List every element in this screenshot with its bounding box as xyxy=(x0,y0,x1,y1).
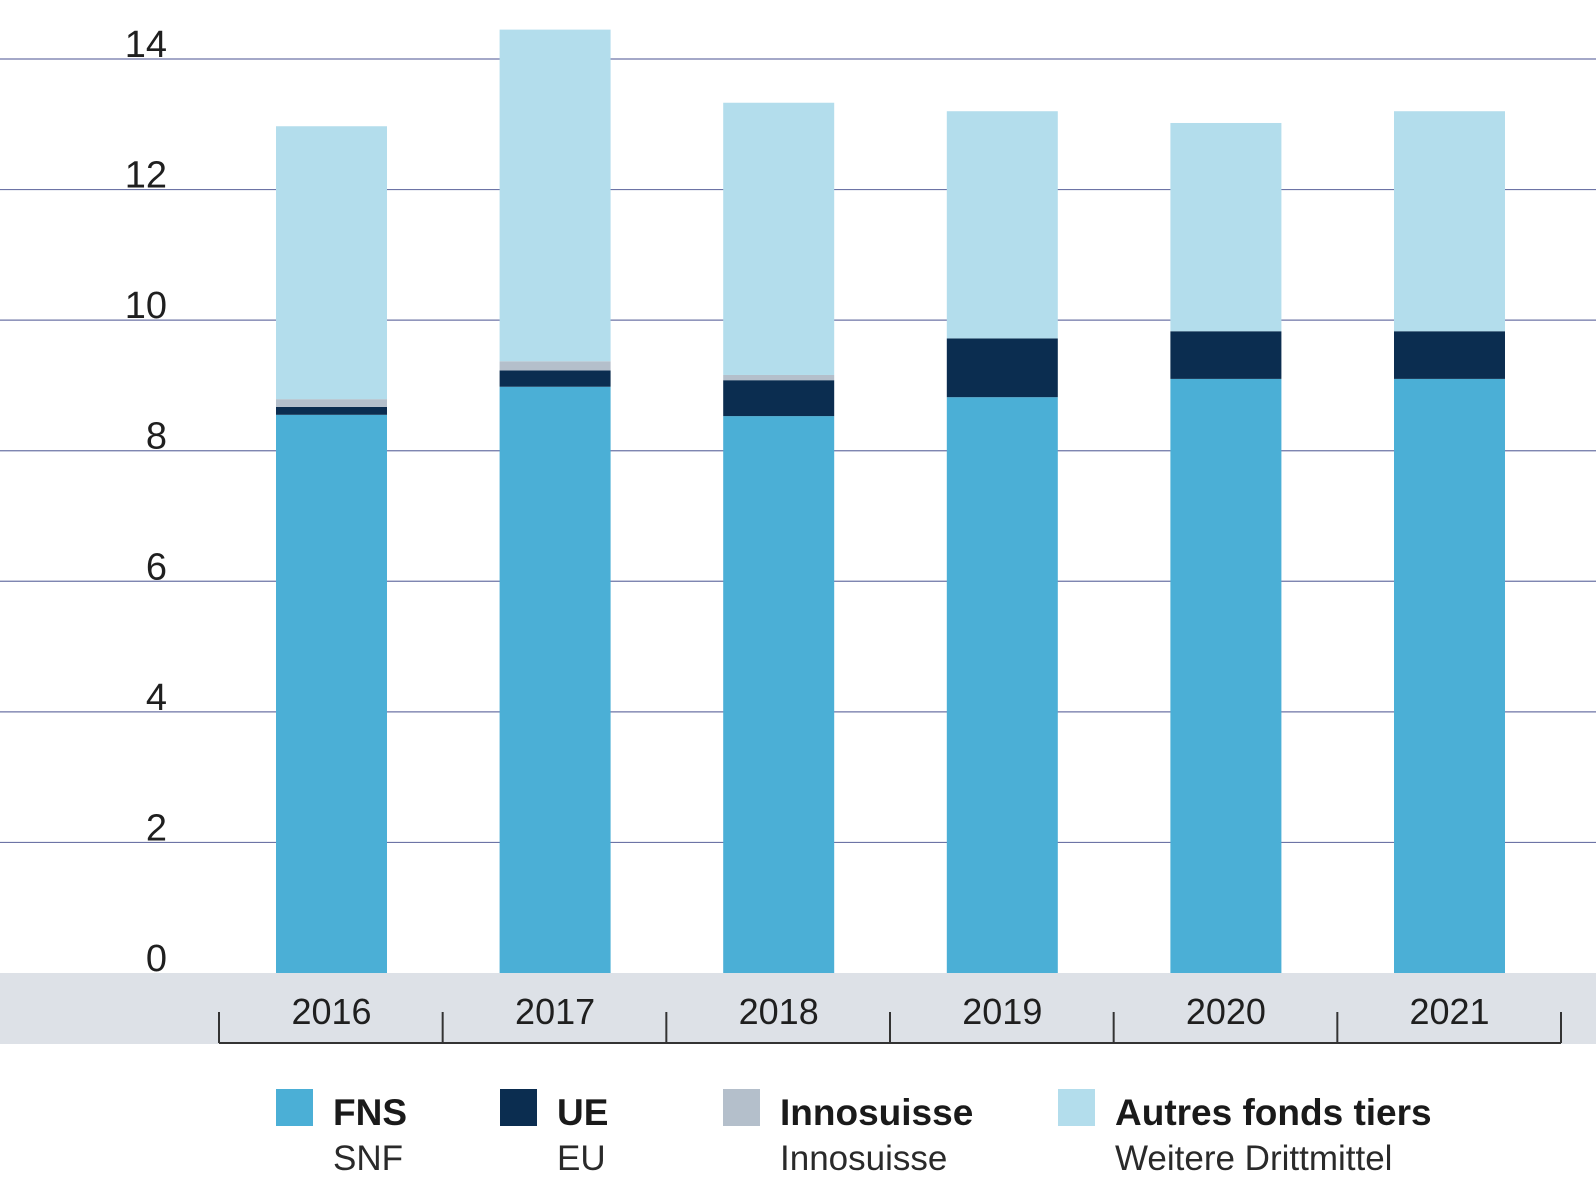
legend-sublabel: EU xyxy=(557,1139,606,1178)
x-tick-label-2018: 2018 xyxy=(739,991,819,1032)
x-tick-label-2017: 2017 xyxy=(515,991,595,1032)
y-tick-label-4: 4 xyxy=(146,677,167,719)
legend-sublabel: Innosuisse xyxy=(780,1139,947,1178)
bar-2016-fns xyxy=(276,414,387,973)
bar-2021-autres-fonds-tiers xyxy=(1394,111,1505,332)
legend-item-innosuisse: Innosuisse Innosuisse xyxy=(723,1089,973,1178)
y-tick-label-6: 6 xyxy=(146,546,167,588)
bar-2019-ue xyxy=(946,338,1058,398)
y-axis: 0 2 4 6 8 10 12 14 xyxy=(125,24,167,980)
y-tick-label-14: 14 xyxy=(125,24,167,66)
legend-label: Innosuisse xyxy=(780,1092,973,1133)
bar-2017-fns xyxy=(499,386,611,974)
bar-2016-ue xyxy=(276,406,387,415)
x-tick-label-2016: 2016 xyxy=(291,991,371,1032)
legend-item-ue: UE EU xyxy=(500,1089,608,1178)
bar-2018-ue xyxy=(723,380,835,417)
bar-2016-autres-fonds-tiers xyxy=(276,126,387,400)
y-tick-label-2: 2 xyxy=(146,807,167,849)
x-tick-label-2019: 2019 xyxy=(962,991,1042,1032)
legend-sublabel: Weitere Drittmittel xyxy=(1115,1139,1392,1178)
bars xyxy=(276,29,1505,974)
y-tick-label-8: 8 xyxy=(146,416,167,458)
legend-swatch xyxy=(1058,1089,1095,1126)
x-tick-label-2021: 2021 xyxy=(1409,991,1489,1032)
legend-swatch xyxy=(500,1089,537,1126)
y-tick-label-0: 0 xyxy=(146,938,167,980)
bar-2020-autres-fonds-tiers xyxy=(1170,122,1282,332)
x-axis: 2016 2017 2018 2019 2020 2021 xyxy=(218,991,1562,1044)
legend-sublabel: SNF xyxy=(333,1139,403,1178)
bar-2018-innosuisse xyxy=(723,374,835,381)
legend-item-autres-fonds-tiers: Autres fonds tiers Weitere Drittmittel xyxy=(1058,1089,1432,1178)
bar-2021-ue xyxy=(1394,331,1505,379)
bar-2021-fns xyxy=(1394,378,1505,973)
y-tick-label-12: 12 xyxy=(125,155,167,197)
bar-2018-autres-fonds-tiers xyxy=(723,102,835,375)
x-tick-label-2020: 2020 xyxy=(1186,991,1266,1032)
bar-2019-autres-fonds-tiers xyxy=(946,111,1058,339)
legend-label: Autres fonds tiers xyxy=(1115,1092,1432,1133)
bar-2017-ue xyxy=(499,370,611,387)
x-axis-band xyxy=(0,973,1596,1044)
bar-2020-ue xyxy=(1170,331,1282,379)
bar-2016-innosuisse xyxy=(276,399,387,407)
bar-2018-fns xyxy=(723,416,835,973)
bar-2020-fns xyxy=(1170,378,1282,973)
bar-2017-innosuisse xyxy=(499,361,611,371)
bar-2019-fns xyxy=(946,397,1058,973)
legend-swatch xyxy=(276,1089,313,1126)
bar-2017-autres-fonds-tiers xyxy=(499,29,611,362)
legend: FNS SNF UE EU Innosuisse Innosuisse Autres fon… xyxy=(276,1089,1432,1178)
legend-swatch xyxy=(723,1089,760,1126)
legend-item-fns: FNS SNF xyxy=(276,1089,407,1178)
legend-label: UE xyxy=(557,1092,608,1133)
legend-label: FNS xyxy=(333,1092,407,1133)
y-tick-label-10: 10 xyxy=(125,285,167,327)
